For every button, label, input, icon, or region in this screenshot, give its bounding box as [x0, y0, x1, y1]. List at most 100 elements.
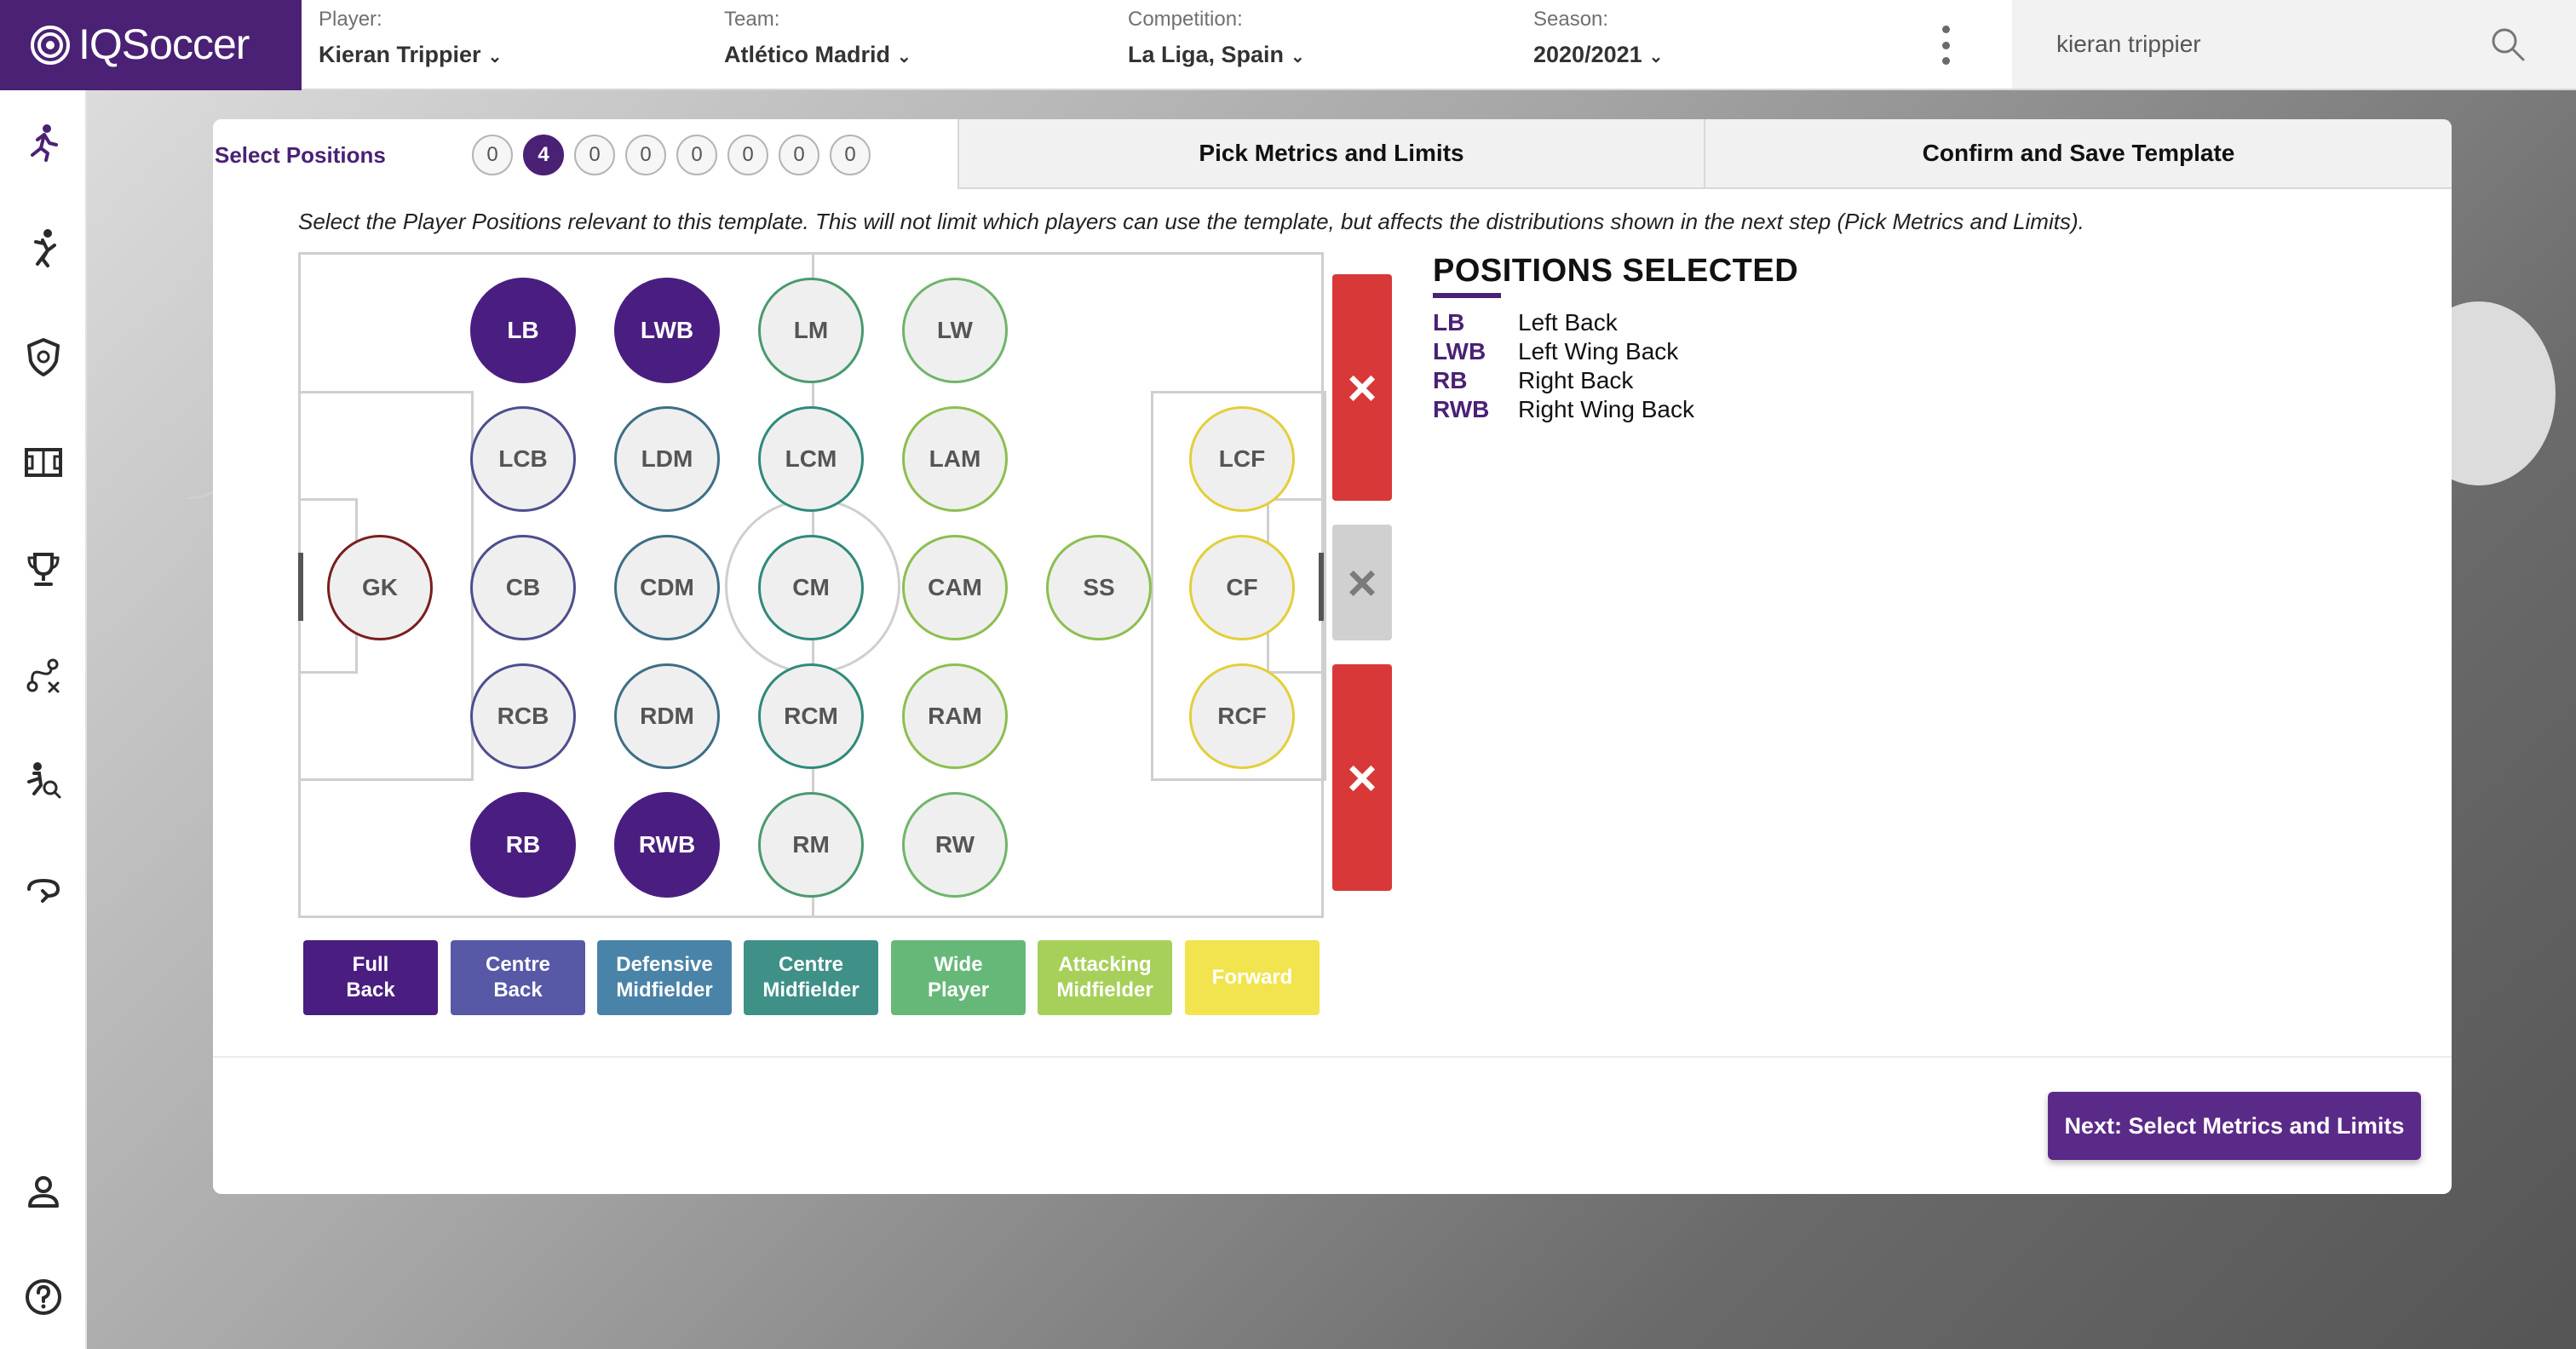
counter-badge: 0 — [625, 135, 666, 175]
position-cb[interactable]: CB — [470, 535, 576, 640]
clear-row-button-disabled[interactable]: × — [1332, 525, 1392, 640]
position-rcf[interactable]: RCF — [1189, 663, 1295, 769]
app-name: IQSoccer — [78, 20, 250, 68]
player-search-icon[interactable] — [22, 760, 65, 802]
selected-position-code: LB — [1433, 309, 1465, 336]
position-lw[interactable]: LW — [902, 278, 1008, 383]
tab-select-positions-label: Select Positions — [215, 142, 386, 168]
legend-attacking-midfielder[interactable]: Attacking Midfielder — [1038, 940, 1172, 1015]
clear-row-button[interactable]: × — [1332, 274, 1392, 501]
transfer-icon[interactable] — [22, 867, 65, 910]
position-cdm[interactable]: CDM — [614, 535, 720, 640]
runner-icon[interactable] — [22, 121, 65, 164]
legend-full-back[interactable]: Full Back — [303, 940, 438, 1015]
search-field[interactable]: kieran trippier — [2012, 0, 2576, 89]
legend-label: Player — [927, 979, 990, 1002]
top-bar: IQSoccer Player: Kieran Trippier ⌄ Team: … — [0, 0, 2576, 90]
next-select-metrics-button[interactable]: Next: Select Metrics and Limits — [2048, 1092, 2421, 1160]
legend-label: Midfielder — [616, 979, 713, 1002]
position-cf[interactable]: CF — [1189, 535, 1295, 640]
search-input[interactable]: kieran trippier — [2056, 31, 2201, 57]
selected-position-name: Left Back — [1518, 309, 1618, 336]
counter-badge: 0 — [727, 135, 768, 175]
position-lwb[interactable]: LWB — [614, 278, 720, 383]
tab-pick-metrics[interactable]: Pick Metrics and Limits — [957, 119, 1704, 189]
counter-badge: 0 — [830, 135, 871, 175]
pitch-icon[interactable] — [22, 441, 65, 484]
position-ss[interactable]: SS — [1046, 535, 1152, 640]
season-label: Season: — [1533, 8, 1609, 31]
player-kick-icon[interactable] — [22, 227, 65, 269]
selected-position-item: RB Right Back — [1433, 366, 1798, 395]
competition-selector[interactable]: Competition: La Liga, Spain ⌄ — [1128, 7, 1305, 74]
positions-selected-title: POSITIONS SELECTED — [1433, 253, 1799, 289]
competition-value: La Liga, Spain — [1128, 42, 1285, 67]
position-rm[interactable]: RM — [758, 792, 864, 898]
season-selector[interactable]: Season: 2020/2021 ⌄ — [1533, 7, 1663, 74]
chevron-down-icon: ⌄ — [487, 48, 503, 66]
legend-wide-player[interactable]: Wide Player — [891, 940, 1026, 1015]
position-lb[interactable]: LB — [470, 278, 576, 383]
legend-label: Defensive — [616, 953, 713, 976]
legend-label: Midfielder — [1056, 979, 1153, 1002]
team-label: Team: — [724, 8, 780, 31]
position-rb[interactable]: RB — [470, 792, 576, 898]
selected-position-code: RWB — [1433, 396, 1490, 422]
legend-forward[interactable]: Forward — [1185, 940, 1320, 1015]
position-ram[interactable]: RAM — [902, 663, 1008, 769]
club-badge-icon[interactable] — [22, 336, 65, 378]
legend-label: Wide — [934, 953, 983, 976]
title-underline — [1433, 293, 1501, 298]
player-selector[interactable]: Player: Kieran Trippier ⌄ — [319, 7, 502, 74]
legend-label: Forward — [1211, 966, 1293, 989]
position-rw[interactable]: RW — [902, 792, 1008, 898]
position-lam[interactable]: LAM — [902, 406, 1008, 512]
position-lcb[interactable]: LCB — [470, 406, 576, 512]
legend-label: Midfielder — [762, 979, 860, 1002]
tab-select-positions[interactable]: Select Positions 0 4 0 0 0 0 0 0 — [213, 119, 957, 189]
position-ldm[interactable]: LDM — [614, 406, 720, 512]
trophy-icon[interactable] — [22, 548, 65, 591]
user-icon[interactable] — [22, 1170, 65, 1213]
position-gk[interactable]: GK — [327, 535, 433, 640]
chevron-down-icon: ⌄ — [1648, 48, 1664, 66]
position-rwb[interactable]: RWB — [614, 792, 720, 898]
tactics-icon[interactable] — [22, 654, 65, 697]
tab-confirm-save[interactable]: Confirm and Save Template — [1704, 119, 2452, 189]
position-rcm[interactable]: RCM — [758, 663, 864, 769]
position-counters: 0 4 0 0 0 0 0 0 — [472, 135, 871, 175]
selected-position-name: Right Wing Back — [1518, 396, 1694, 422]
position-cam[interactable]: CAM — [902, 535, 1008, 640]
search-icon[interactable] — [2487, 24, 2528, 65]
legend-defensive-midfielder[interactable]: Defensive Midfielder — [597, 940, 732, 1015]
season-value: 2020/2021 — [1533, 42, 1642, 67]
footer-divider — [213, 1056, 2452, 1058]
team-selector[interactable]: Team: Atlético Madrid ⌄ — [724, 7, 911, 74]
logo-icon — [31, 26, 70, 65]
position-cm[interactable]: CM — [758, 535, 864, 640]
legend-centre-midfielder[interactable]: Centre Midfielder — [744, 940, 878, 1015]
chevron-down-icon: ⌄ — [1291, 48, 1305, 66]
clear-row-button[interactable]: × — [1332, 664, 1392, 891]
selected-position-name: Left Wing Back — [1518, 338, 1679, 365]
instruction-text: Select the Player Positions relevant to … — [298, 209, 2084, 234]
legend-label: Centre — [778, 953, 844, 976]
position-rcb[interactable]: RCB — [470, 663, 576, 769]
selected-position-item: LB Left Back — [1433, 308, 1798, 337]
more-options-icon[interactable] — [1937, 26, 1954, 65]
counter-badge: 0 — [574, 135, 615, 175]
position-lcf[interactable]: LCF — [1189, 406, 1295, 512]
player-label: Player: — [319, 8, 382, 31]
app-logo[interactable]: IQSoccer — [0, 0, 302, 90]
counter-badge: 0 — [676, 135, 717, 175]
counter-badge: 0 — [472, 135, 513, 175]
legend-centre-back[interactable]: Centre Back — [451, 940, 585, 1015]
position-rdm[interactable]: RDM — [614, 663, 720, 769]
selected-position-item: LWB Left Wing Back — [1433, 337, 1798, 366]
chevron-down-icon: ⌄ — [897, 48, 911, 66]
help-icon[interactable] — [22, 1276, 65, 1318]
sidebar — [0, 90, 87, 1349]
position-lm[interactable]: LM — [758, 278, 864, 383]
counter-badge-active: 4 — [523, 135, 564, 175]
position-lcm[interactable]: LCM — [758, 406, 864, 512]
